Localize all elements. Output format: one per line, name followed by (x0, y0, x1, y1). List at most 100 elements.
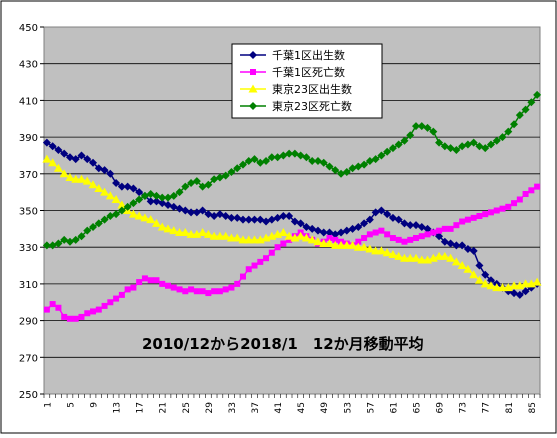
data-point (111, 194, 121, 203)
data-point (232, 233, 242, 242)
data-point (534, 183, 541, 190)
legend-box (231, 43, 383, 119)
data-point (319, 228, 328, 237)
data-point (498, 283, 508, 292)
data-point (146, 215, 156, 224)
x-tick-label: 45 (297, 402, 307, 413)
legend-item-1: 千葉1区出生数 (240, 48, 345, 62)
data-point (198, 228, 208, 237)
data-point (49, 301, 56, 308)
x-tick-label: 1 (43, 402, 53, 408)
data-point (251, 262, 258, 269)
data-point (424, 231, 431, 238)
data-point (336, 240, 346, 249)
data-point (42, 241, 51, 250)
data-point (423, 123, 432, 132)
data-point (360, 160, 369, 169)
data-point (181, 182, 190, 191)
data-point (406, 221, 415, 230)
x-tick-label: 69 (436, 402, 446, 414)
data-point (228, 284, 235, 291)
data-point (238, 215, 247, 224)
data-point (516, 196, 523, 203)
data-point (84, 310, 91, 317)
data-point (159, 280, 166, 287)
data-point (302, 153, 311, 162)
data-point (399, 253, 409, 262)
data-point (475, 261, 484, 270)
data-point (65, 172, 75, 181)
data-point (394, 140, 403, 149)
data-point (331, 166, 340, 175)
legend-swatch-marker (249, 51, 257, 59)
x-tick-label: 17 (136, 402, 146, 413)
data-point (324, 239, 334, 248)
data-point (509, 281, 519, 290)
data-point (83, 155, 92, 164)
data-point (268, 249, 275, 256)
data-point (435, 232, 444, 241)
data-point (413, 235, 419, 242)
data-point (233, 164, 242, 173)
data-point (78, 313, 85, 320)
chart-annotation: 2010/12から2018/1 12か月移動平均 (142, 335, 424, 353)
data-point (452, 241, 461, 250)
data-point (493, 207, 500, 214)
data-point (158, 193, 167, 202)
data-point (238, 235, 248, 244)
data-point (48, 158, 58, 167)
data-point (405, 253, 415, 262)
y-tick-label: 250 (19, 390, 38, 401)
series-1 (42, 138, 542, 299)
data-point (417, 255, 427, 264)
data-point (348, 240, 358, 249)
data-point (239, 273, 246, 280)
data-point (222, 286, 229, 293)
data-point (71, 174, 81, 183)
data-point (175, 188, 184, 197)
data-point (129, 199, 138, 208)
data-point (209, 231, 219, 240)
data-point (147, 277, 154, 284)
data-point (498, 133, 507, 142)
data-point (481, 270, 490, 279)
data-point (106, 169, 115, 178)
data-point (141, 275, 148, 282)
data-point (72, 315, 79, 322)
x-axis-tick-labels: 1 5 9 13 17 21 25 29 33 37 41 45 49 53 57 61 65 69 73 77 81 8… (43, 394, 541, 414)
data-point (100, 215, 109, 224)
data-point (430, 229, 437, 236)
data-point (134, 211, 144, 220)
data-point (469, 138, 478, 147)
data-point (470, 214, 477, 221)
data-point (257, 258, 264, 265)
data-point (112, 178, 121, 187)
data-point (238, 160, 247, 169)
data-point (60, 149, 69, 158)
data-point (469, 270, 479, 279)
data-point (153, 277, 160, 284)
y-tick-label: 350 (19, 207, 38, 218)
data-point (464, 216, 471, 223)
data-point (296, 219, 305, 228)
data-point (59, 169, 69, 178)
y-tick-label: 370 (19, 170, 38, 181)
data-point (100, 187, 110, 196)
data-point (280, 240, 287, 247)
data-point (434, 251, 444, 260)
x-tick-label: 21 (159, 402, 169, 413)
data-point (112, 210, 121, 219)
data-point (499, 205, 506, 212)
data-point (71, 235, 80, 244)
data-point (301, 233, 311, 242)
data-point (354, 223, 363, 232)
data-point (521, 279, 531, 288)
data-point (361, 235, 368, 242)
data-point (226, 233, 236, 242)
data-point (436, 227, 443, 234)
y-tick-label: 430 (19, 60, 38, 71)
data-point (453, 222, 460, 229)
data-point (227, 167, 236, 176)
